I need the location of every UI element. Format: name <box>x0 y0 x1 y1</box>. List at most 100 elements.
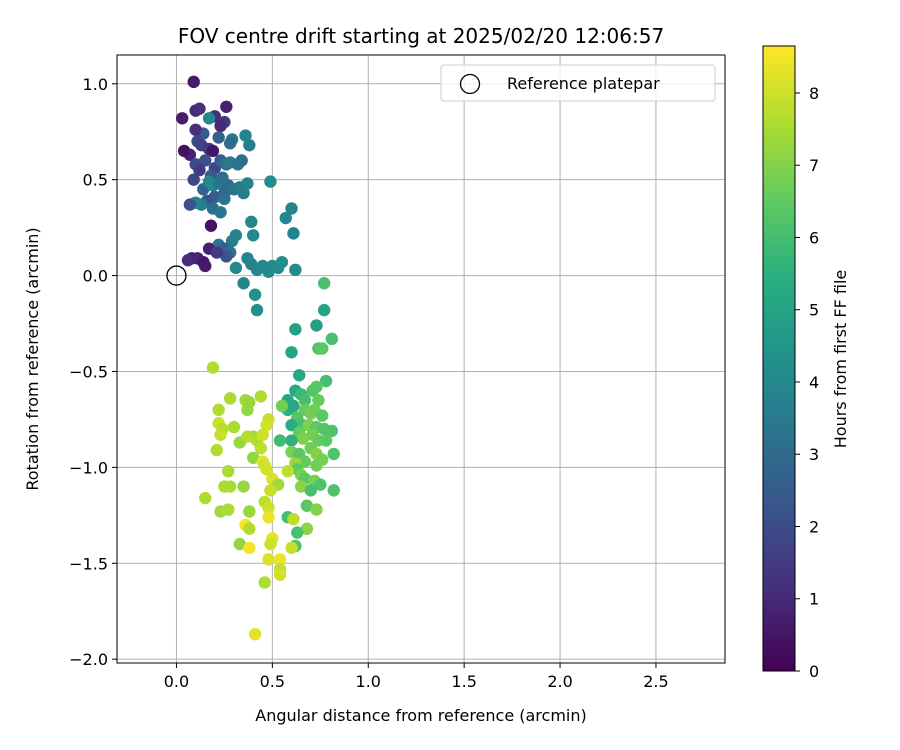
x-tick-label: 0.5 <box>260 672 285 691</box>
scatter-point <box>293 369 306 382</box>
y-tick-label: −1.5 <box>69 554 108 573</box>
legend: Reference platepar <box>440 64 716 102</box>
scatter-point <box>258 576 271 589</box>
scatter-point <box>248 628 262 641</box>
scatter-point <box>260 463 273 476</box>
scatter-point <box>214 119 227 133</box>
y-axis-label: Rotation from reference (arcmin) <box>23 227 42 490</box>
scatter-point <box>256 428 269 441</box>
scatter-point <box>279 211 292 225</box>
x-tick-label: 2.0 <box>547 672 572 691</box>
scatter-point <box>206 144 220 158</box>
scatter-point <box>325 424 339 438</box>
scatter-point <box>183 198 197 211</box>
scatter-point <box>317 303 331 317</box>
scatter-point <box>222 465 235 478</box>
scatter-point <box>264 175 277 188</box>
scatter-point <box>214 206 227 219</box>
scatter-point <box>233 537 246 551</box>
colorbar-tick-label: 1 <box>809 590 819 609</box>
scatter-point <box>273 434 287 447</box>
scatter-point <box>206 361 220 374</box>
scatter-point <box>250 303 264 317</box>
scatter-point <box>212 131 225 144</box>
scatter-point <box>227 420 241 434</box>
scatter-point <box>273 568 287 581</box>
scatter-point <box>264 537 277 551</box>
x-tick-label: 1.0 <box>356 672 381 691</box>
scatter-point <box>187 75 200 89</box>
chart-title: FOV centre drift starting at 2025/02/20 … <box>178 24 664 48</box>
scatter-point <box>181 254 195 267</box>
scatter-point <box>281 465 294 478</box>
scatter-point <box>177 144 191 158</box>
scatter-point <box>246 229 260 242</box>
scatter-point <box>176 112 189 125</box>
colorbar-label: Hours from first FF file <box>831 270 850 449</box>
scatter-point <box>243 522 256 535</box>
scatter-point <box>319 374 333 388</box>
scatter-point <box>218 192 231 206</box>
y-tick-label: 0.5 <box>83 171 108 190</box>
scatter-point <box>222 503 235 516</box>
scatter-point <box>289 323 302 336</box>
y-tick-label: 1.0 <box>83 75 108 94</box>
scatter-point <box>285 541 298 555</box>
scatter-point <box>239 129 252 142</box>
scatter-point <box>285 434 298 447</box>
colorbar-tick-label: 2 <box>809 517 819 536</box>
reference-marker-group <box>166 265 187 286</box>
scatter-point <box>193 163 206 177</box>
scatter-point <box>291 526 304 539</box>
scatter-point <box>262 511 275 524</box>
scatter-point <box>260 418 273 432</box>
scatter-point <box>225 234 239 248</box>
scatter-point <box>223 480 237 493</box>
colorbar-tick-label: 5 <box>809 301 819 320</box>
x-axis-label: Angular distance from reference (arcmin) <box>255 706 586 725</box>
scatter-point <box>220 100 233 113</box>
scatter-point <box>327 484 340 497</box>
scatter-point <box>319 434 333 447</box>
legend-label: Reference platepar <box>507 74 660 93</box>
scatter-point <box>243 505 256 518</box>
plot-frame <box>116 54 726 664</box>
scatter-point <box>229 261 243 275</box>
colorbar-tick-label: 6 <box>809 228 819 247</box>
x-tick-label: 1.5 <box>451 672 476 691</box>
scatter-point <box>316 342 329 355</box>
scatter-point <box>300 499 314 512</box>
scatter-point <box>254 441 268 455</box>
colorbar-tick-label: 8 <box>809 84 819 103</box>
y-tick-label: −2.0 <box>69 650 108 669</box>
scatter-point <box>287 512 300 526</box>
colorbar-tick-label: 7 <box>809 156 819 175</box>
scatter-point <box>285 346 298 359</box>
scatter-point <box>273 553 287 566</box>
scatter-point <box>212 403 225 417</box>
scatter-point <box>204 219 218 232</box>
scatter-point <box>243 138 256 152</box>
grid-lines <box>117 55 725 663</box>
scatter-point <box>310 503 323 516</box>
scatter-point <box>241 177 254 190</box>
scatter-point <box>248 288 262 301</box>
scatter-point <box>237 186 250 200</box>
scatter-point <box>199 259 212 273</box>
scatter-point <box>294 480 308 493</box>
scatter-point <box>312 394 325 407</box>
scatter-point <box>262 501 275 514</box>
scatter-point <box>223 137 237 150</box>
scatter-point <box>310 319 323 332</box>
scatter-point <box>264 484 277 497</box>
scatter-point <box>241 403 254 417</box>
scatter-point <box>246 451 260 464</box>
scatter-point <box>254 390 268 403</box>
scatter-point <box>325 332 339 346</box>
scatter-point <box>289 263 302 277</box>
y-axis-ticks: 1.0 0.5 0.0 −0.5 −1.0 −1.5 −2.0 <box>69 75 117 669</box>
colorbar-gradient <box>762 45 796 672</box>
scatter-point <box>287 227 300 240</box>
scatter-point <box>317 277 331 290</box>
